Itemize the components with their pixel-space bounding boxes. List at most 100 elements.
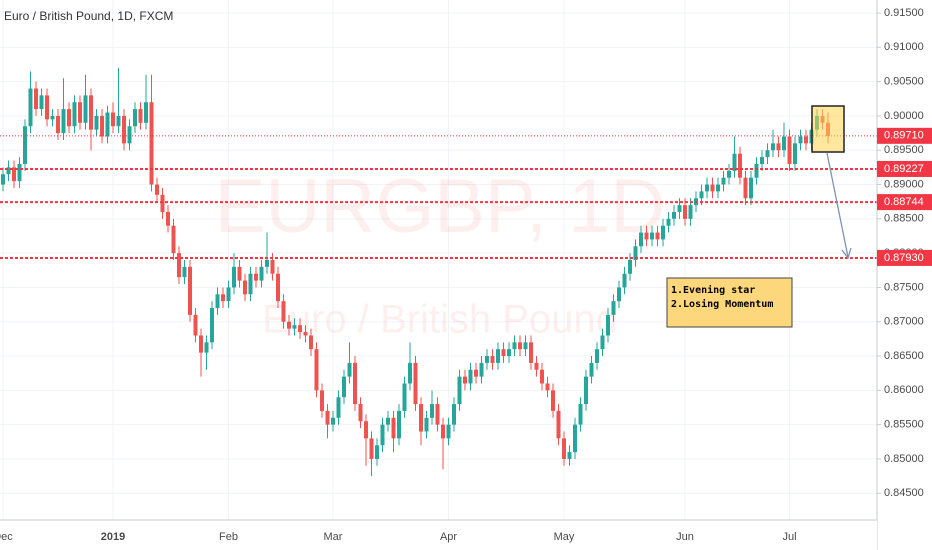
candle-body	[644, 232, 649, 240]
candle-body	[468, 369, 473, 384]
x-tick-label: Dec	[0, 531, 13, 543]
price-tag	[877, 194, 932, 211]
price-tag	[877, 249, 932, 266]
candle-body	[501, 349, 506, 357]
candle-body	[507, 349, 511, 357]
candle-body	[215, 294, 220, 309]
candle-body	[193, 314, 198, 336]
candle-body	[721, 177, 726, 185]
candle-body	[111, 112, 115, 127]
y-tick-label: 0.85500	[884, 419, 924, 431]
candle-body	[171, 225, 176, 254]
candle-body	[243, 280, 247, 295]
candle-body	[72, 102, 77, 127]
time-axis	[0, 520, 877, 550]
price-tag	[877, 127, 932, 144]
candle-body	[518, 342, 522, 350]
candle-body	[292, 325, 297, 329]
candle-body	[122, 115, 126, 144]
y-tick-label: 0.90000	[884, 110, 924, 122]
candle-body	[782, 136, 786, 151]
candle-body	[281, 301, 286, 322]
candle-body	[83, 95, 88, 123]
y-tick-label: 0.91500	[884, 7, 924, 19]
candle-body	[226, 287, 231, 302]
candle-body	[738, 153, 742, 178]
candle-body	[633, 246, 638, 260]
candle-body	[325, 410, 330, 425]
watermark: EURGBP, 1D	[215, 164, 666, 249]
candle-body	[237, 266, 242, 281]
candle-body	[749, 177, 753, 199]
candle-body	[666, 218, 671, 226]
candle-body	[529, 342, 533, 363]
candle-body	[578, 404, 583, 425]
candle-body	[452, 404, 456, 425]
candle-body	[628, 260, 632, 274]
candle-body	[270, 260, 275, 274]
price-tag-label: 0.89710	[884, 130, 924, 142]
y-tick-label: 0.90500	[884, 76, 924, 88]
candle-body	[490, 356, 495, 363]
candle-body	[523, 342, 528, 350]
candle-body	[589, 362, 594, 377]
candle-body	[573, 424, 577, 453]
candle-body	[430, 404, 434, 418]
candle-body	[177, 253, 181, 278]
candle-body	[617, 287, 621, 302]
candle-body	[672, 211, 676, 219]
candle-body	[765, 150, 770, 158]
x-tick-label: Jul	[782, 531, 796, 543]
candle-body	[50, 115, 55, 120]
candle-body	[254, 273, 258, 281]
candle-body	[727, 170, 731, 178]
candle-body	[358, 404, 363, 422]
candle-body	[314, 349, 319, 391]
candle-body	[688, 205, 693, 219]
candle-body	[89, 95, 93, 130]
candle-body	[716, 184, 720, 192]
candle-body	[402, 383, 407, 411]
candle-body	[364, 421, 368, 439]
candle-body	[39, 95, 44, 110]
annotation: 2.Losing Momentum	[671, 298, 773, 310]
y-tick-label: 0.85000	[884, 453, 924, 465]
candle-body	[754, 163, 759, 178]
candle-body	[545, 383, 550, 391]
candle-body	[105, 112, 110, 137]
candle-body	[149, 102, 154, 185]
candle-body	[28, 88, 33, 127]
annotation: 1.Evening star	[671, 284, 755, 296]
x-tick-label: Feb	[219, 531, 238, 543]
candle-body	[94, 115, 99, 130]
candle-body	[6, 167, 11, 175]
candle-body	[347, 362, 352, 377]
candle-body	[639, 232, 643, 247]
candle-body	[661, 225, 665, 240]
candle-body	[408, 362, 412, 384]
candle-body	[232, 266, 236, 288]
candle-body	[182, 266, 187, 278]
candle-body	[1, 174, 5, 185]
candle-body	[133, 109, 137, 127]
candle-body	[776, 143, 781, 151]
candle-body	[61, 109, 66, 134]
y-tick-label: 0.89500	[884, 144, 924, 156]
candle-body	[743, 177, 748, 199]
candle-body	[600, 335, 605, 350]
candle-body	[699, 191, 704, 199]
candle-body	[45, 95, 49, 120]
chart-title: Euro / British Pound, 1D, FXCM	[4, 9, 173, 23]
candle-body	[584, 376, 588, 405]
candle-body	[127, 126, 132, 144]
candle-body	[710, 184, 715, 192]
candle-body	[562, 438, 566, 459]
candle-body	[221, 294, 225, 302]
candle-body	[369, 438, 374, 459]
candle-body	[474, 369, 478, 377]
price-axis	[877, 0, 932, 550]
candle-body	[12, 167, 16, 182]
candle-body	[655, 232, 660, 240]
